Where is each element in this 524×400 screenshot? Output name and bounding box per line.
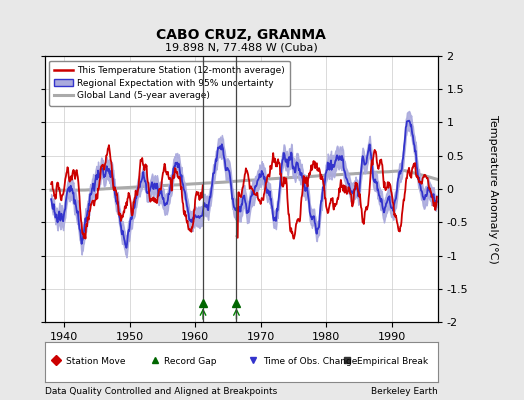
Text: Station Move: Station Move	[66, 358, 126, 366]
Legend: This Temperature Station (12-month average), Regional Expectation with 95% uncer: This Temperature Station (12-month avera…	[49, 60, 290, 106]
Y-axis label: Temperature Anomaly (°C): Temperature Anomaly (°C)	[488, 115, 498, 263]
Text: Record Gap: Record Gap	[165, 358, 217, 366]
Text: Empirical Break: Empirical Break	[357, 358, 428, 366]
Text: 19.898 N, 77.488 W (Cuba): 19.898 N, 77.488 W (Cuba)	[165, 43, 318, 53]
Text: Berkeley Earth: Berkeley Earth	[371, 387, 438, 396]
Text: CABO CRUZ, GRANMA: CABO CRUZ, GRANMA	[156, 28, 326, 42]
Text: Data Quality Controlled and Aligned at Breakpoints: Data Quality Controlled and Aligned at B…	[45, 387, 277, 396]
Text: Time of Obs. Change: Time of Obs. Change	[263, 358, 357, 366]
